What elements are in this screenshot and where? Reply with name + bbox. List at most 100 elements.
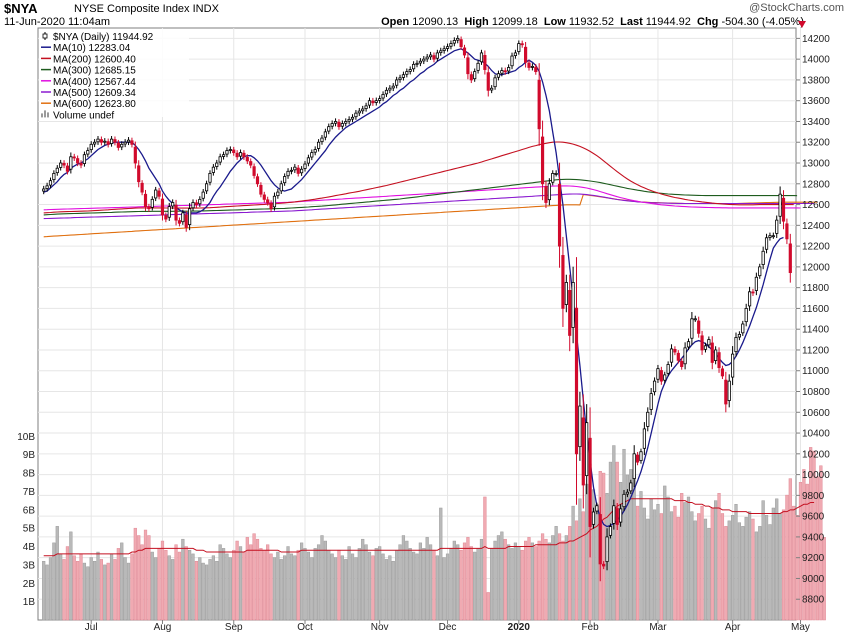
candle-body — [486, 72, 490, 91]
volume-bar — [602, 472, 606, 621]
candle-body — [459, 39, 463, 48]
volume-bar — [574, 520, 579, 621]
volume-bar — [266, 544, 270, 621]
candle-body — [537, 79, 541, 130]
candle-body — [703, 345, 708, 350]
volume-bar — [771, 507, 775, 621]
candle-body — [761, 250, 765, 265]
candle-body — [361, 108, 365, 112]
volume-bar — [320, 535, 324, 621]
volume-bar — [493, 540, 497, 621]
candle-body — [544, 186, 548, 203]
volume-bar — [452, 540, 456, 621]
volume-bar — [303, 548, 307, 621]
candle-body — [619, 508, 623, 523]
time-tick-label: May — [791, 622, 810, 633]
volume-bar — [439, 507, 443, 621]
candle-body — [323, 131, 327, 138]
volume-bar — [754, 531, 758, 621]
volume-bar — [646, 518, 650, 621]
volume-bar — [615, 461, 619, 621]
volume-bar — [435, 555, 439, 621]
candle-body — [418, 60, 422, 64]
volume-bar — [622, 448, 626, 621]
volume-bar — [350, 553, 355, 621]
candle-body — [775, 219, 779, 234]
candle-body — [425, 56, 429, 60]
candle-body — [456, 37, 460, 41]
candle-body — [500, 70, 504, 74]
volume-bar — [215, 560, 219, 621]
volume-bar — [316, 544, 321, 621]
volume-bar — [160, 540, 165, 621]
candle-body — [82, 154, 87, 164]
volume-bar — [693, 520, 697, 621]
candle-body — [333, 121, 338, 124]
volume-bar — [490, 548, 494, 621]
candle-body — [747, 291, 752, 307]
time-tick-label: Sep — [225, 622, 243, 633]
volume-bar — [642, 507, 646, 621]
price-tick-label: 12800 — [802, 179, 830, 190]
volume-bar — [238, 546, 243, 621]
volume-bar — [554, 526, 558, 621]
symbol: $NYA — [4, 1, 38, 16]
candle-body — [585, 422, 589, 477]
volume-bar — [761, 500, 765, 621]
candle-body — [266, 199, 270, 203]
volume-bar — [510, 548, 514, 621]
volume-bar — [79, 553, 83, 621]
candle-body — [612, 505, 616, 524]
candle-body — [788, 243, 792, 273]
volume-bar — [445, 553, 450, 621]
volume-bar — [812, 450, 816, 621]
volume-bar — [364, 544, 368, 621]
candle-body — [768, 235, 772, 238]
candle-body — [296, 167, 300, 174]
volume-bar — [283, 555, 287, 621]
candle-body — [188, 208, 192, 226]
candle-body — [235, 152, 239, 158]
volume-bar — [398, 544, 402, 621]
candle-body — [632, 453, 636, 479]
time-tick-label: 2020 — [508, 622, 531, 633]
low-value: 11932.52 — [568, 16, 614, 28]
candle-body — [513, 52, 518, 56]
volume-bar — [822, 537, 826, 621]
price-tick-label: 12600 — [802, 200, 830, 211]
volume-bar — [82, 562, 87, 621]
candle-body — [547, 183, 551, 201]
volume-bar — [540, 533, 545, 621]
candle-body — [367, 100, 372, 106]
volume-bar — [208, 559, 212, 621]
candle-body — [707, 339, 711, 346]
candle-body — [517, 43, 521, 52]
candle-body — [605, 536, 609, 563]
candle-body — [435, 52, 439, 59]
volume-bar — [96, 551, 100, 621]
candle-body — [52, 173, 56, 180]
volume-bar — [279, 559, 283, 621]
volume-bar — [792, 505, 796, 621]
candle-body — [591, 511, 596, 525]
candle-body — [646, 411, 650, 427]
volume-bar — [147, 535, 151, 621]
volume-icon — [41, 113, 43, 118]
candle-body — [62, 162, 66, 166]
volume-bar — [154, 557, 158, 621]
candle-body — [381, 94, 385, 99]
price-tick-label: 9800 — [802, 491, 825, 502]
volume-bar — [496, 535, 501, 621]
price-tick-label: 13000 — [802, 159, 830, 170]
volume-bar — [707, 527, 711, 621]
stockcharts-credit[interactable]: @StockCharts.com — [749, 2, 844, 14]
volume-bar — [700, 505, 704, 621]
volume-tick-label: 10B — [17, 432, 35, 443]
volume-bar — [164, 549, 168, 621]
price-tick-label: 13800 — [802, 75, 830, 86]
candle-body — [473, 71, 477, 80]
volume-bar — [517, 546, 521, 621]
volume-bar — [293, 555, 297, 621]
volume-bar — [252, 533, 256, 621]
volume-bar — [408, 548, 412, 621]
